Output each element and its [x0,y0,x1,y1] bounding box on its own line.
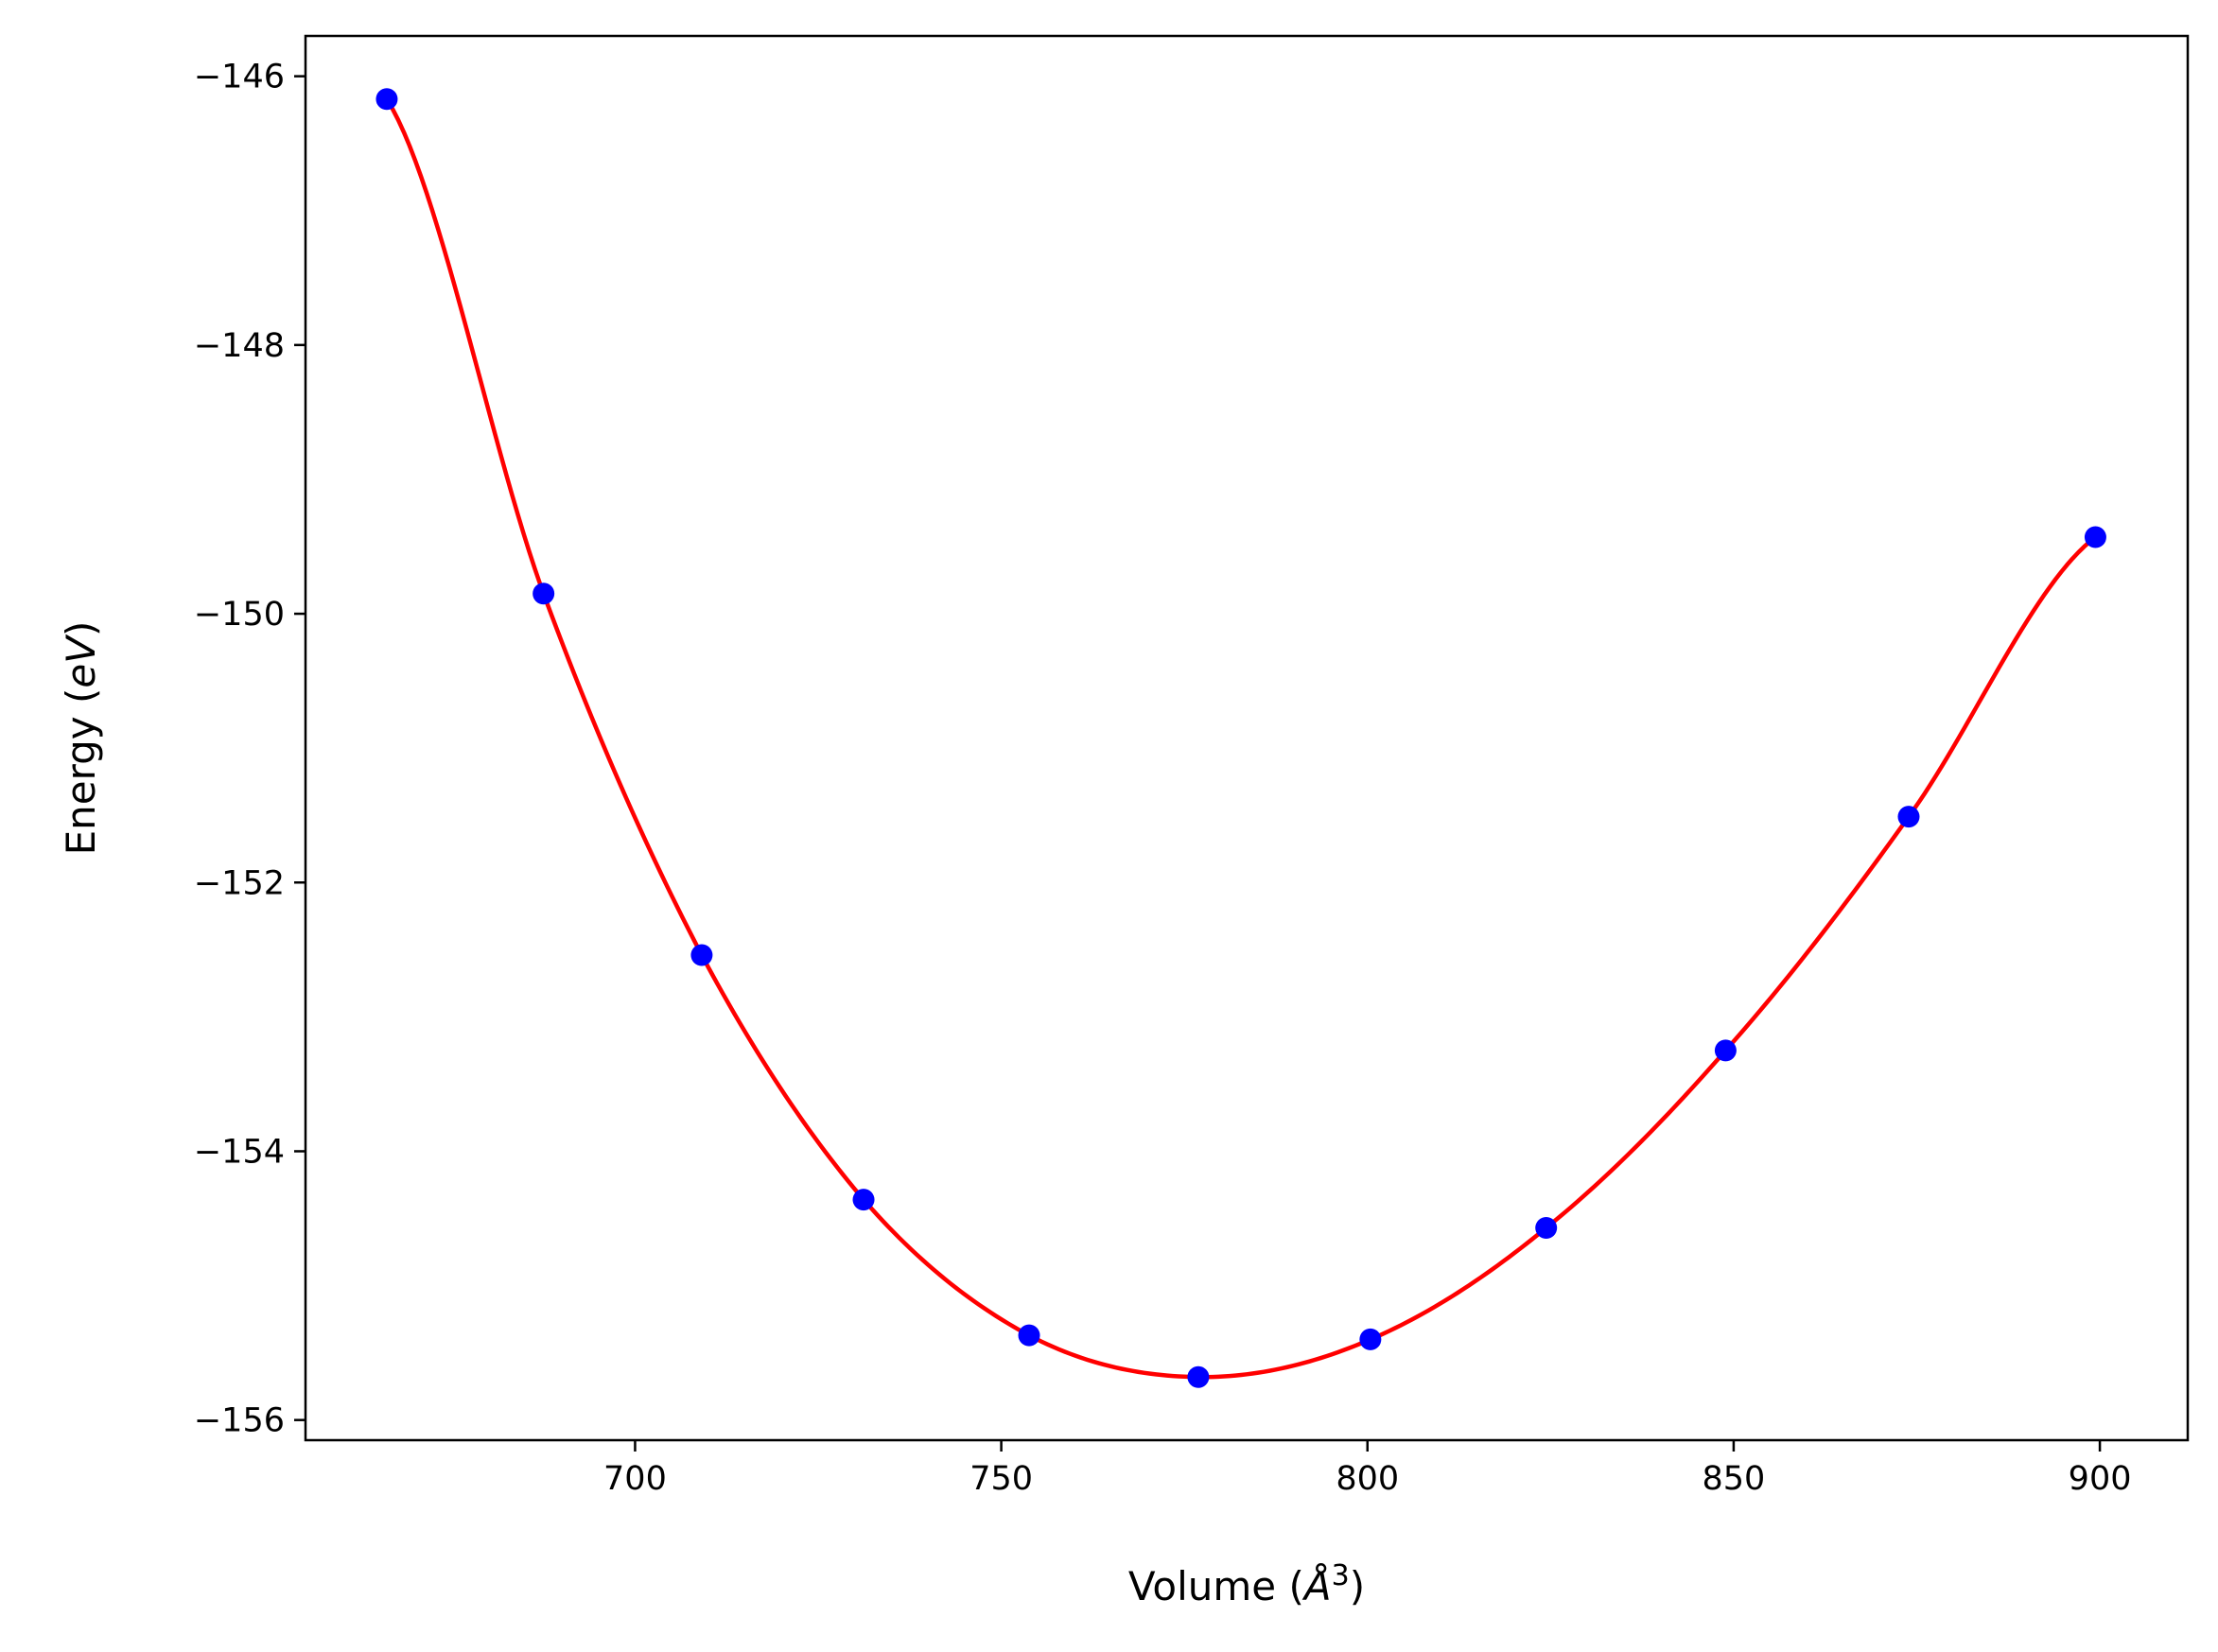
x-axis-label-part: Volume ( [1128,1563,1304,1609]
data-point [1187,1365,1210,1388]
y-axis-label: Energy (eV) [58,621,104,856]
y-axis-label-unit: eV [58,634,104,688]
data-point [690,944,713,966]
y-tick-label: −156 [194,1402,285,1440]
y-axis-label-part: Energy ( [58,688,104,856]
data-point [533,583,555,605]
y-tick-label: −154 [194,1133,285,1171]
axes-frame [304,34,2190,1442]
x-axis-label-part: ) [1350,1563,1365,1609]
y-tick-label: −148 [194,327,285,365]
data-point [375,88,398,111]
plot-area [375,88,2106,1388]
data-point [1714,1039,1737,1062]
data-point [2084,526,2106,548]
y-tick-label: −146 [194,59,285,96]
data-point [852,1189,875,1211]
x-axis-label: Volume (Å3) [1128,1559,1365,1609]
x-axis-label-exponent: 3 [1332,1559,1350,1592]
y-tick-label: −150 [194,596,285,634]
data-points-layer [375,88,2106,1388]
fit-curve-layer [385,97,2097,1380]
x-tick-label: 750 [969,1460,1033,1498]
x-tick-label: 800 [1336,1460,1399,1498]
y-axis-label-part: ) [58,621,104,636]
data-point [1359,1328,1382,1350]
x-tick-label: 900 [2069,1460,2132,1498]
data-point [1018,1324,1040,1347]
fit-curve [385,97,2097,1380]
x-tick-label: 850 [1703,1460,1766,1498]
y-tick-label: −152 [194,864,285,902]
x-tick-label: 700 [603,1460,667,1498]
data-point [1897,806,1920,828]
y-axis-ticks: −156 −154 −152 −150 −148 −146 [194,59,306,1440]
data-point [1535,1216,1558,1239]
x-axis-label-unit: Å [1301,1562,1332,1609]
x-axis-ticks: 700 750 800 850 900 [603,1440,2131,1498]
